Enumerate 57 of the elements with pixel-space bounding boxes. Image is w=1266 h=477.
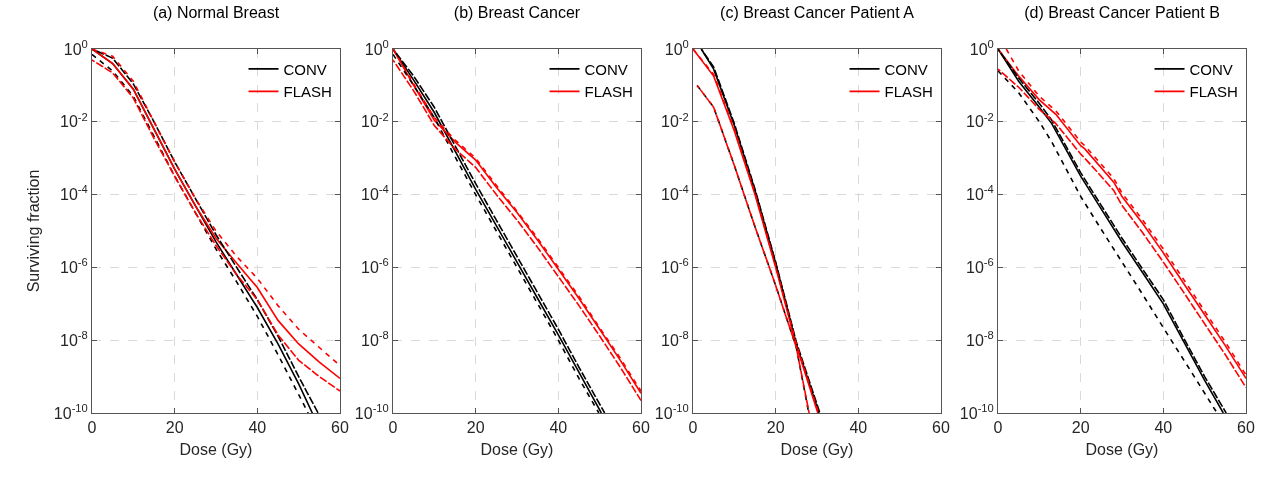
legend-label: FLASH — [584, 83, 633, 101]
y-tick-label: 10$^{0}$ — [969, 37, 994, 58]
y-tick-label: 10$^{-6}$ — [966, 256, 994, 276]
x-tick-label: 40 — [549, 419, 568, 437]
x-axis-title: Dose (Gy) — [1085, 440, 1159, 458]
x-axis-title: Dose (Gy) — [179, 440, 253, 458]
y-tick-label: 10$^{-8}$ — [661, 329, 689, 349]
chart-title: (a) Normal Breast — [152, 4, 280, 22]
x-axis-title: Dose (Gy) — [480, 440, 554, 458]
x-tick-label: 20 — [766, 419, 785, 437]
x-tick-label: 60 — [632, 419, 650, 437]
y-tick-label: 10$^{0}$ — [63, 37, 88, 58]
chart-title: (b) Breast Cancer — [453, 4, 581, 22]
legend-label: CONV — [584, 60, 628, 78]
x-tick-label: 20 — [466, 419, 485, 437]
y-tick-label: 10$^{-6}$ — [361, 256, 389, 276]
y-tick-label: 10$^{-4}$ — [661, 183, 689, 204]
y-tick-label: 10$^{-4}$ — [966, 183, 994, 204]
x-tick-label: 0 — [87, 419, 97, 437]
y-tick-label: 10$^{-10}$ — [959, 401, 994, 422]
x-tick-label: 60 — [932, 419, 950, 437]
x-tick-label: 40 — [1154, 419, 1173, 437]
legend-label: FLASH — [283, 83, 332, 101]
y-tick-label: 10$^{-2}$ — [361, 110, 389, 131]
legend-label: CONV — [283, 60, 327, 78]
x-tick-label: 0 — [993, 419, 1003, 437]
legend-label: FLASH — [1189, 83, 1238, 101]
chart-title: (d) Breast Cancer Patient B — [1024, 4, 1220, 22]
x-tick-label: 0 — [688, 419, 698, 437]
y-tick-label: 10$^{-10}$ — [354, 401, 389, 422]
y-tick-label: 10$^{-2}$ — [966, 110, 994, 131]
legend-label: CONV — [884, 60, 928, 78]
y-tick-label: 10$^{-6}$ — [661, 256, 689, 276]
y-tick-label: 10$^{-2}$ — [661, 110, 689, 131]
y-tick-label: 10$^{-10}$ — [654, 401, 689, 422]
x-tick-label: 40 — [248, 419, 267, 437]
y-tick-label: 10$^{0}$ — [664, 37, 689, 58]
legend-label: FLASH — [884, 83, 933, 101]
x-tick-label: 0 — [388, 419, 398, 437]
y-tick-label: 10$^{-8}$ — [60, 329, 88, 349]
x-tick-label: 20 — [165, 419, 184, 437]
y-tick-label: 10$^{-4}$ — [361, 183, 389, 204]
chart-title: (c) Breast Cancer Patient A — [720, 4, 915, 22]
y-tick-label: 10$^{-8}$ — [966, 329, 994, 349]
y-axis-title: Surviving fraction — [24, 169, 42, 293]
x-tick-label: 60 — [1237, 419, 1255, 437]
x-tick-label: 40 — [849, 419, 868, 437]
y-tick-label: 10$^{-4}$ — [60, 183, 88, 204]
y-tick-label: 10$^{-8}$ — [361, 329, 389, 349]
y-tick-label: 10$^{-10}$ — [53, 401, 88, 422]
x-axis-title: Dose (Gy) — [780, 440, 854, 458]
y-tick-label: 10$^{-6}$ — [60, 256, 88, 276]
x-tick-label: 60 — [331, 419, 349, 437]
legend-label: CONV — [1189, 60, 1233, 78]
y-tick-label: 10$^{0}$ — [364, 37, 389, 58]
y-tick-label: 10$^{-2}$ — [60, 110, 88, 131]
x-tick-label: 20 — [1071, 419, 1090, 437]
